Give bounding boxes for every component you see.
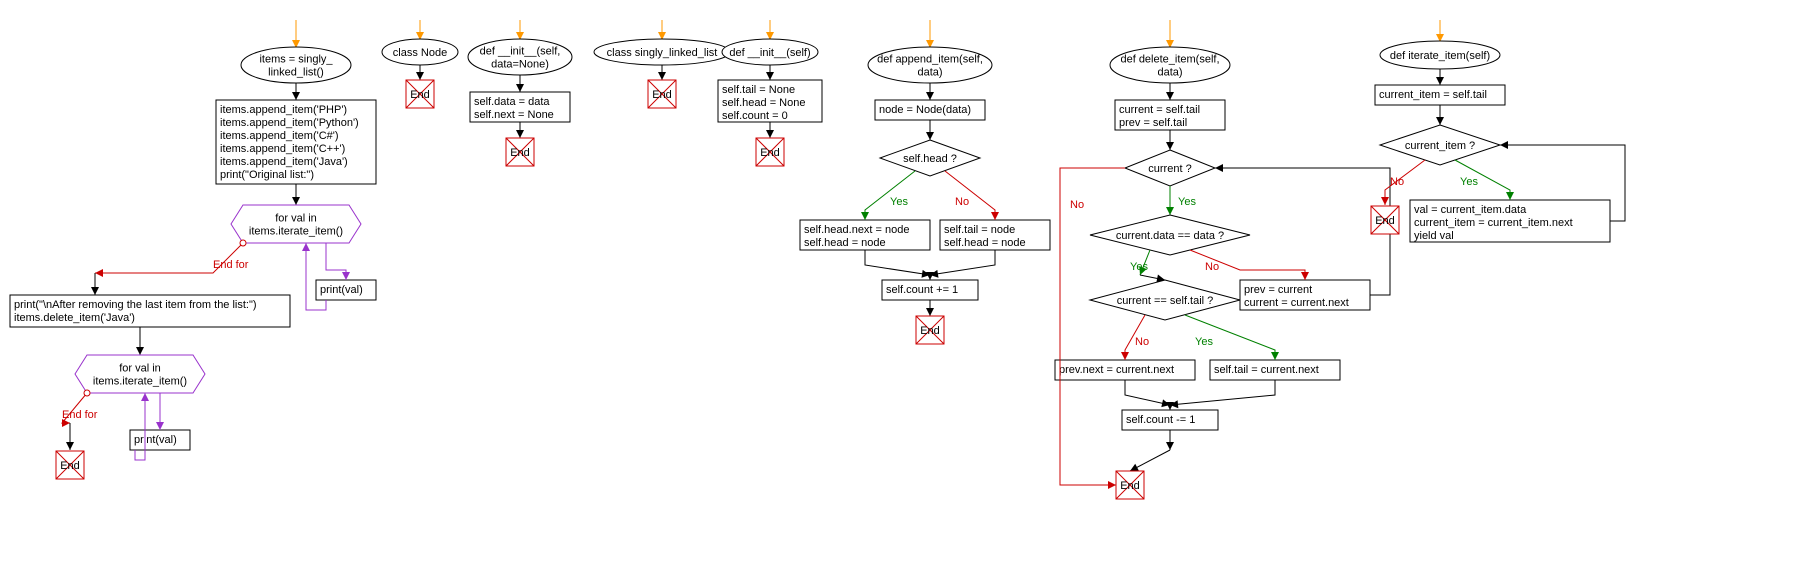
arrow	[136, 327, 144, 355]
svg-text:Yes: Yes	[1460, 176, 1478, 188]
svg-text:class Node: class Node	[393, 47, 447, 59]
svg-text:End for: End for	[62, 409, 98, 421]
start-arrow	[292, 20, 300, 48]
svg-text:End: End	[920, 325, 940, 337]
arrow	[1166, 130, 1174, 150]
arrow	[766, 20, 774, 40]
svg-text:End: End	[1120, 480, 1140, 492]
svg-text:Yes: Yes	[1130, 261, 1148, 273]
arrow	[926, 300, 934, 316]
svg-text:End: End	[510, 147, 530, 159]
arrow	[326, 243, 350, 280]
svg-text:def __init__(self,data=None): def __init__(self,data=None)	[480, 46, 561, 71]
arrow	[926, 272, 934, 280]
arrow	[91, 273, 99, 295]
arrow	[292, 184, 300, 205]
arrow	[156, 393, 164, 430]
arrow	[926, 120, 934, 140]
arrow	[1166, 20, 1174, 48]
svg-text:self.tail = current.next: self.tail = current.next	[1214, 364, 1319, 376]
svg-text:End: End	[410, 89, 430, 101]
svg-text:def __init__(self): def __init__(self)	[729, 47, 810, 59]
arrow	[1436, 20, 1444, 42]
arrow	[1166, 186, 1174, 215]
arrow	[1130, 450, 1170, 471]
arrow	[1436, 69, 1444, 85]
svg-text:Yes: Yes	[1178, 196, 1196, 208]
svg-text:No: No	[955, 196, 969, 208]
arrow	[1166, 83, 1174, 100]
flowchart-canvas: items = singly_linked_list()items.append…	[0, 0, 1796, 574]
svg-text:items = singly_linked_list(): items = singly_linked_list()	[259, 54, 333, 79]
svg-text:No: No	[1070, 199, 1084, 211]
arrow	[766, 65, 774, 80]
svg-text:print(val): print(val)	[134, 434, 177, 446]
arrow	[658, 20, 666, 40]
arrow	[865, 250, 930, 278]
svg-text:End: End	[760, 147, 780, 159]
svg-text:current == self.tail ?: current == self.tail ?	[1117, 295, 1214, 307]
svg-text:prev.next = current.next: prev.next = current.next	[1059, 364, 1174, 376]
arrow	[945, 171, 999, 220]
arrow	[926, 83, 934, 100]
arrow	[1215, 164, 1390, 295]
svg-text:No: No	[1135, 336, 1149, 348]
svg-text:End: End	[60, 460, 80, 472]
svg-text:self.count += 1: self.count += 1	[886, 284, 958, 296]
arrow	[516, 20, 524, 40]
arrow	[1166, 430, 1174, 450]
svg-text:current_item ?: current_item ?	[1405, 140, 1475, 152]
svg-text:current_item = self.tail: current_item = self.tail	[1379, 89, 1487, 101]
svg-text:self.head ?: self.head ?	[903, 153, 957, 165]
svg-text:End for: End for	[213, 259, 249, 271]
arrow	[66, 423, 74, 450]
svg-text:class singly_linked_list: class singly_linked_list	[607, 47, 718, 59]
svg-text:print(val): print(val)	[320, 284, 363, 296]
arrow	[1125, 380, 1170, 407]
svg-text:self.tail = nodeself.head = no: self.tail = nodeself.head = node	[944, 224, 1026, 249]
svg-text:self.count -= 1: self.count -= 1	[1126, 414, 1195, 426]
arrow	[516, 75, 524, 92]
arrow	[292, 83, 300, 100]
arrow	[1436, 105, 1444, 125]
svg-text:current ?: current ?	[1148, 163, 1191, 175]
arrow	[930, 250, 995, 278]
arrow	[516, 122, 524, 138]
arrow	[926, 20, 934, 48]
arrow	[766, 122, 774, 138]
svg-text:No: No	[1390, 176, 1404, 188]
svg-text:End: End	[1375, 215, 1395, 227]
arrow	[416, 20, 424, 40]
svg-text:def iterate_item(self): def iterate_item(self)	[1390, 50, 1490, 62]
arrow	[1060, 168, 1125, 489]
svg-text:End: End	[652, 89, 672, 101]
arrow	[658, 65, 666, 80]
svg-text:node = Node(data): node = Node(data)	[879, 104, 971, 116]
arrow	[1170, 380, 1275, 408]
arrow	[416, 65, 424, 80]
svg-text:Yes: Yes	[890, 196, 908, 208]
svg-text:Yes: Yes	[1195, 336, 1213, 348]
svg-text:No: No	[1205, 261, 1219, 273]
svg-text:self.data = dataself.next = No: self.data = dataself.next = None	[474, 96, 554, 121]
svg-text:current.data == data ?: current.data == data ?	[1116, 230, 1224, 242]
